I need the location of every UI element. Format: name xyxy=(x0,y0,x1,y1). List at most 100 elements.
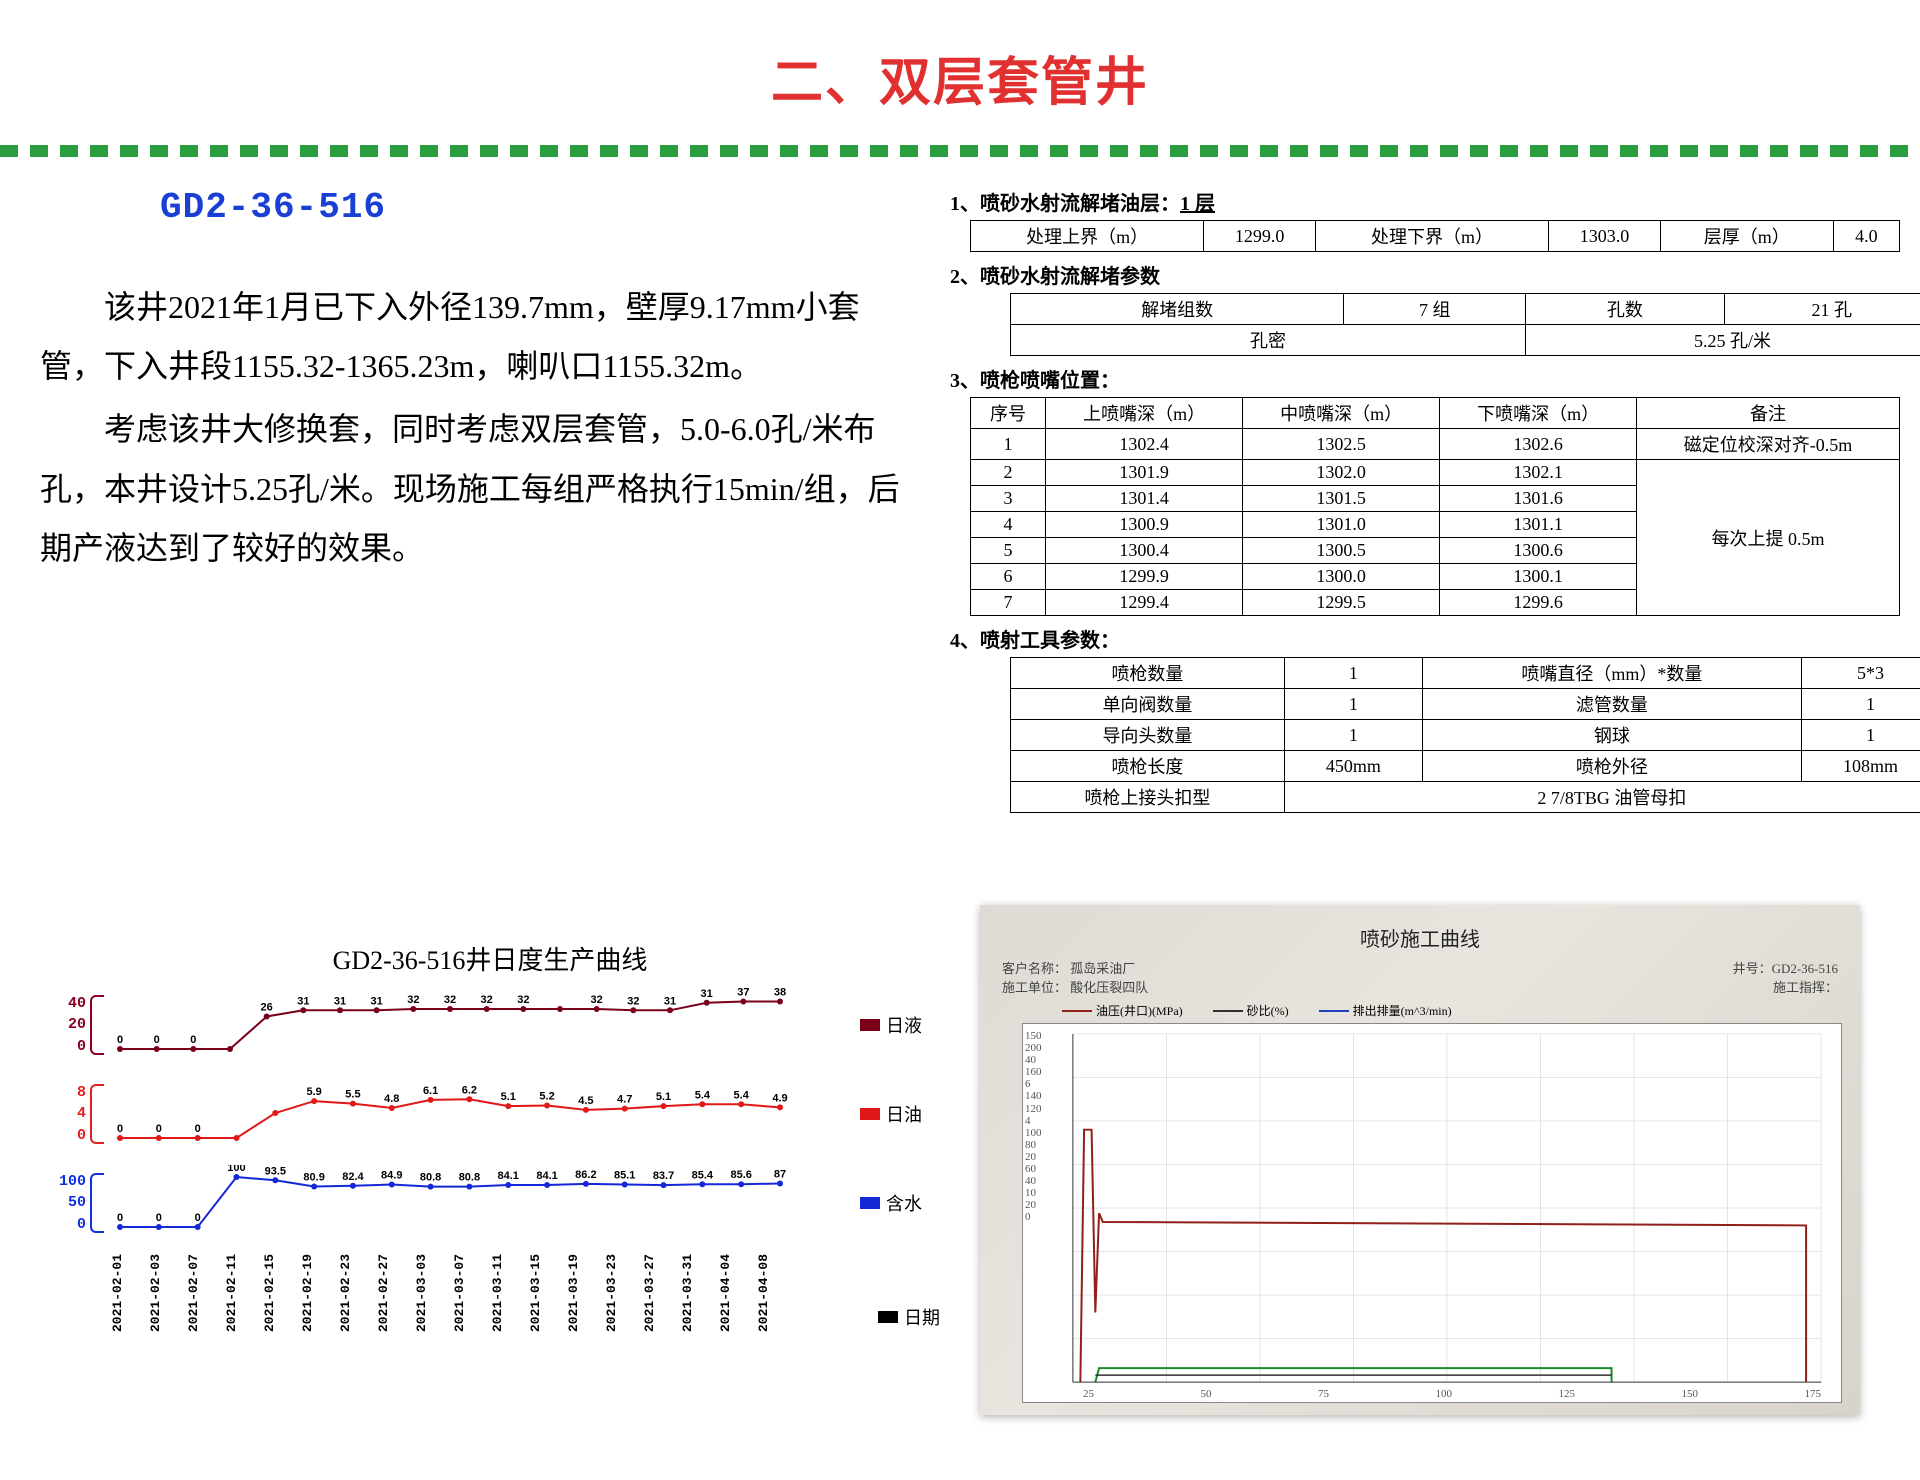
table-cell: 解堵组数 xyxy=(1011,294,1344,325)
table-cell: 钢球 xyxy=(1422,720,1801,751)
table-cell: 450mm xyxy=(1284,751,1422,782)
table-cell: 1302.6 xyxy=(1440,429,1637,460)
section-4-heading: 4、喷射工具参数： xyxy=(950,624,1880,653)
svg-text:4.9: 4.9 xyxy=(772,1092,787,1104)
table-header: 中喷嘴深（m） xyxy=(1243,398,1440,429)
svg-text:32: 32 xyxy=(627,995,639,1007)
table-2: 解堵组数7 组孔数21 孔 孔密5.25 孔/米 xyxy=(1010,293,1920,356)
svg-text:5.1: 5.1 xyxy=(656,1091,671,1103)
x-tick: 2021-02-07 xyxy=(186,1254,222,1332)
legend-oil: 日油 xyxy=(860,1101,940,1127)
table-cell: 2 xyxy=(971,460,1046,486)
divider xyxy=(0,145,1920,157)
photo-legend: 油压(井口)(MPa)砂比(%)排出排量(m^3/min) xyxy=(1062,1002,1838,1019)
svg-text:6.2: 6.2 xyxy=(462,1084,477,1096)
svg-text:5.4: 5.4 xyxy=(695,1089,711,1101)
x-tick: 2021-03-31 xyxy=(680,1254,716,1332)
table-cell: 108mm xyxy=(1802,751,1920,782)
series-plot: 00010093.580.982.484.980.880.884.184.186… xyxy=(110,1165,790,1235)
table-cell: 1299.6 xyxy=(1440,590,1637,616)
section-3: 3、喷枪喷嘴位置： 序号上喷嘴深（m）中喷嘴深（m）下喷嘴深（m）备注11302… xyxy=(950,364,1880,616)
chart-x-axis: 2021-02-012021-02-032021-02-072021-02-11… xyxy=(110,1254,940,1332)
chart-series-liquid: 402000002631313132323232323231313738日液 xyxy=(40,987,940,1062)
table-note: 每次上提 0.5m xyxy=(1637,460,1900,616)
svg-text:32: 32 xyxy=(591,994,603,1006)
photo-meta: 客户名称： 孤岛采油厂 施工单位： 酸化压裂四队 井号：GD2-36-516 施… xyxy=(1002,958,1838,996)
x-tick: 2021-03-11 xyxy=(490,1254,526,1332)
table-cell: 1 xyxy=(1802,720,1920,751)
table-cell: 导向头数量 xyxy=(1011,720,1285,751)
table-cell: 1301.5 xyxy=(1243,486,1440,512)
x-tick: 2021-03-03 xyxy=(414,1254,450,1332)
table-cell: 滤管数量 xyxy=(1422,689,1801,720)
table-cell: 4.0 xyxy=(1833,221,1899,252)
table-cell: 1302.0 xyxy=(1243,460,1440,486)
table-cell: 喷枪外径 xyxy=(1422,751,1801,782)
right-column: 1、喷砂水射流解堵油层：1 层 处理上界（m）1299.0处理下界（m）1303… xyxy=(950,187,1880,821)
table-cell: 3 xyxy=(971,486,1046,512)
table-cell: 1303.0 xyxy=(1549,221,1661,252)
well-id: GD2-36-516 xyxy=(160,187,910,228)
svg-text:4.7: 4.7 xyxy=(617,1094,632,1106)
svg-text:84.1: 84.1 xyxy=(498,1170,519,1182)
left-column: GD2-36-516 该井2021年1月已下入外径139.7mm，壁厚9.17m… xyxy=(40,187,910,821)
x-tick: 2021-02-15 xyxy=(262,1254,298,1332)
table-cell: 7 组 xyxy=(1344,294,1526,325)
svg-text:0: 0 xyxy=(190,1034,196,1046)
chart-series-water: 10050000010093.580.982.484.980.880.884.1… xyxy=(40,1165,940,1240)
table-cell: 1 xyxy=(1802,689,1920,720)
svg-text:5.9: 5.9 xyxy=(306,1086,321,1098)
legend-date: 日期 xyxy=(878,1304,940,1330)
table-cell: 7 xyxy=(971,590,1046,616)
construction-curve-photo: 喷砂施工曲线 客户名称： 孤岛采油厂 施工单位： 酸化压裂四队 井号：GD2-3… xyxy=(980,905,1860,1415)
svg-text:0: 0 xyxy=(117,1034,123,1046)
table-cell: 1302.4 xyxy=(1046,429,1243,460)
svg-text:26: 26 xyxy=(261,1002,273,1014)
svg-text:80.8: 80.8 xyxy=(420,1172,441,1184)
svg-text:31: 31 xyxy=(371,995,383,1007)
svg-text:31: 31 xyxy=(664,995,676,1007)
table-cell: 1299.5 xyxy=(1243,590,1440,616)
photo-title: 喷砂施工曲线 xyxy=(1002,923,1838,952)
table-cell: 处理上界（m） xyxy=(971,221,1204,252)
table-cell: 1301.0 xyxy=(1243,512,1440,538)
paragraph-2: 考虑该井大修换套，同时考虑双层套管，5.0-6.0孔/米布孔，本井设计5.25孔… xyxy=(40,400,910,578)
svg-text:0: 0 xyxy=(195,1212,201,1224)
table-cell: 孔数 xyxy=(1526,294,1725,325)
table-cell: 1301.9 xyxy=(1046,460,1243,486)
legend-water: 含水 xyxy=(860,1190,940,1216)
svg-text:32: 32 xyxy=(517,994,529,1006)
x-tick: 2021-03-07 xyxy=(452,1254,488,1332)
table-cell: 1299.0 xyxy=(1204,221,1316,252)
x-tick: 2021-02-01 xyxy=(110,1254,146,1332)
table-4: 喷枪数量1喷嘴直径（mm）*数量5*3单向阀数量1滤管数量1导向头数量1钢球1喷… xyxy=(1010,657,1920,813)
svg-text:80.9: 80.9 xyxy=(303,1172,324,1184)
svg-text:100: 100 xyxy=(227,1165,245,1174)
chart-title: GD2-36-516井日度生产曲线 xyxy=(40,940,940,977)
table-cell: 1300.5 xyxy=(1243,538,1440,564)
svg-text:0: 0 xyxy=(156,1123,162,1135)
section-1: 1、喷砂水射流解堵油层：1 层 处理上界（m）1299.0处理下界（m）1303… xyxy=(950,187,1880,252)
svg-text:87: 87 xyxy=(774,1169,786,1181)
svg-text:4.5: 4.5 xyxy=(578,1095,593,1107)
table-cell: 单向阀数量 xyxy=(1011,689,1285,720)
svg-text:83.7: 83.7 xyxy=(653,1170,674,1182)
x-tick: 2021-03-19 xyxy=(566,1254,602,1332)
svg-text:93.5: 93.5 xyxy=(265,1165,286,1177)
x-tick: 2021-04-04 xyxy=(718,1254,754,1332)
photo-legend-item: 砂比(%) xyxy=(1213,1002,1289,1019)
table-cell: 1302.5 xyxy=(1243,429,1440,460)
table-cell: 1 xyxy=(1284,720,1422,751)
svg-text:85.6: 85.6 xyxy=(730,1169,751,1181)
table-cell: 1 xyxy=(971,429,1046,460)
table-note: 磁定位校深对齐-0.5m xyxy=(1637,429,1900,460)
svg-text:85.1: 85.1 xyxy=(614,1169,635,1181)
photo-legend-item: 油压(井口)(MPa) xyxy=(1062,1002,1183,1019)
svg-text:31: 31 xyxy=(297,995,309,1007)
table-cell: 1300.4 xyxy=(1046,538,1243,564)
svg-text:32: 32 xyxy=(444,994,456,1006)
svg-text:0: 0 xyxy=(117,1212,123,1224)
svg-text:0: 0 xyxy=(117,1123,123,1135)
production-chart: GD2-36-516井日度生产曲线 4020000026313131323232… xyxy=(40,940,940,1370)
table-cell: 1300.1 xyxy=(1440,564,1637,590)
